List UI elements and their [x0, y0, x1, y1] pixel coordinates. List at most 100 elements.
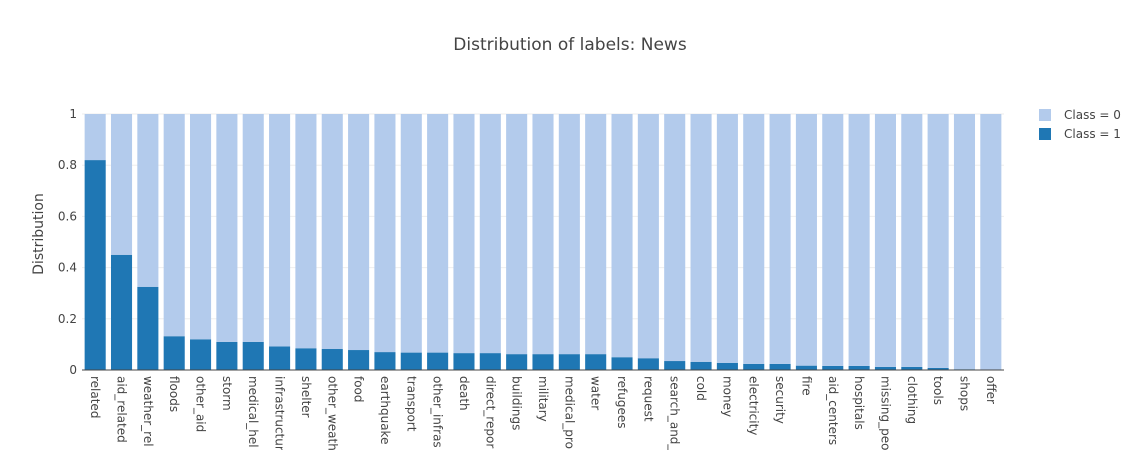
y-tick-label: 0.2: [58, 312, 77, 326]
bar-money-class-1[interactable]: [716, 362, 738, 370]
y-axis-ticks: 0 0.2 0.4 0.6 0.8 1: [58, 107, 77, 377]
bar-floods-class-0[interactable]: [163, 114, 185, 337]
bar-aid_centers-class-1[interactable]: [822, 365, 844, 370]
bar-transport-class-1[interactable]: [400, 352, 422, 370]
bar-weather_rel-class-1[interactable]: [137, 286, 159, 370]
bar-food-class-0[interactable]: [348, 114, 370, 351]
bar-medical_pro-class-0[interactable]: [558, 114, 580, 355]
bar-request-class-0[interactable]: [637, 114, 659, 359]
bar-other_weath-class-1[interactable]: [321, 349, 343, 370]
x-tick-label: clothing: [905, 376, 919, 424]
bar-other_weath-class-0[interactable]: [321, 114, 343, 350]
y-tick-label: 0.4: [58, 261, 77, 275]
bar-other_aid-class-1[interactable]: [190, 339, 212, 370]
bar-shops-class-0[interactable]: [953, 114, 976, 370]
legend: Class = 0 Class = 1: [1039, 108, 1121, 141]
y-axis-label: Distribution: [31, 193, 47, 275]
bar-fire-class-0[interactable]: [795, 114, 817, 366]
x-tick-label: other_aid: [194, 376, 208, 432]
bar-death-class-1[interactable]: [453, 353, 475, 370]
bar-other_aid-class-0[interactable]: [190, 114, 212, 340]
bar-storm-class-1[interactable]: [216, 341, 238, 370]
bar-floods-class-1[interactable]: [163, 336, 185, 370]
x-tick-label: transport: [404, 376, 418, 432]
x-tick-label: infrastructur: [273, 376, 287, 450]
bar-hospitals-class-1[interactable]: [848, 365, 870, 370]
bar-cold-class-1[interactable]: [690, 361, 712, 370]
bar-tools-class-0[interactable]: [927, 114, 949, 368]
x-tick-label: medical_pro: [562, 376, 576, 449]
bar-other_infras-class-0[interactable]: [427, 114, 449, 353]
bar-shelter-class-0[interactable]: [295, 114, 317, 349]
bar-medical_hel-class-0[interactable]: [242, 114, 264, 342]
legend-swatch-class-0[interactable]: [1039, 109, 1051, 121]
x-tick-label: related: [88, 376, 102, 418]
bar-transport-class-0[interactable]: [400, 114, 422, 353]
bar-request-class-1[interactable]: [637, 358, 659, 370]
bar-refugees-class-1[interactable]: [611, 357, 633, 370]
bar-cold-class-0[interactable]: [690, 114, 712, 362]
bar-water-class-1[interactable]: [585, 354, 607, 370]
x-tick-label: request: [641, 376, 655, 422]
bar-earthquake-class-1[interactable]: [374, 352, 396, 370]
x-tick-label: shops: [957, 376, 971, 411]
bar-aid_centers-class-0[interactable]: [822, 114, 844, 366]
bar-refugees-class-0[interactable]: [611, 114, 633, 358]
bar-security-class-1[interactable]: [769, 363, 791, 370]
bar-related-class-0[interactable]: [84, 114, 106, 161]
bar-tools-class-1[interactable]: [927, 367, 949, 370]
x-tick-label: hospitals: [852, 376, 866, 430]
bar-missing_peo-class-1[interactable]: [874, 366, 896, 370]
x-tick-label: money: [720, 376, 734, 417]
bar-clothing-class-1[interactable]: [901, 366, 923, 370]
y-tick-label: 0.8: [58, 158, 77, 172]
x-axis-ticks: related aid_related weather_rel floods other…: [88, 376, 998, 450]
bar-water-class-0[interactable]: [585, 114, 607, 355]
x-tick-label: shelter: [299, 376, 313, 418]
bar-shelter-class-1[interactable]: [295, 348, 317, 370]
bar-infrastructur-class-1[interactable]: [269, 346, 291, 370]
bar-related-class-1[interactable]: [84, 160, 106, 370]
x-tick-label: food: [352, 376, 366, 403]
bar-money-class-0[interactable]: [716, 114, 738, 363]
x-tick-label: direct_repor: [483, 376, 497, 448]
x-tick-label: cold: [694, 376, 708, 401]
x-tick-label: offer: [984, 376, 998, 404]
bar-storm-class-0[interactable]: [216, 114, 238, 342]
bar-aid_related-class-0[interactable]: [110, 114, 133, 255]
bar-missing_peo-class-0[interactable]: [874, 114, 896, 367]
bar-aid_related-class-1[interactable]: [110, 254, 133, 370]
bar-death-class-0[interactable]: [453, 114, 475, 354]
bar-fire-class-1[interactable]: [795, 365, 817, 370]
legend-swatch-class-1[interactable]: [1039, 128, 1051, 140]
legend-label-class-1[interactable]: Class = 1: [1064, 127, 1121, 141]
bar-security-class-0[interactable]: [769, 114, 791, 364]
bar-medical_pro-class-1[interactable]: [558, 354, 580, 370]
x-tick-label: aid_centers: [826, 376, 840, 445]
bar-military-class-0[interactable]: [532, 114, 554, 355]
bar-other_infras-class-1[interactable]: [427, 352, 449, 370]
y-tick-label: 0.6: [58, 209, 77, 223]
bar-clothing-class-0[interactable]: [901, 114, 923, 367]
bar-food-class-1[interactable]: [348, 350, 370, 370]
legend-label-class-0[interactable]: Class = 0: [1064, 108, 1121, 122]
bar-earthquake-class-0[interactable]: [374, 114, 396, 353]
bar-infrastructur-class-0[interactable]: [269, 114, 291, 347]
bars: [82, 114, 1004, 371]
bar-offer-class-0[interactable]: [980, 114, 1002, 370]
bar-electricity-class-1[interactable]: [743, 363, 765, 370]
bar-weather_rel-class-0[interactable]: [137, 114, 159, 287]
bar-electricity-class-0[interactable]: [743, 114, 765, 364]
x-tick-label: refugees: [615, 376, 629, 429]
bar-hospitals-class-0[interactable]: [848, 114, 870, 366]
bar-medical_hel-class-1[interactable]: [242, 341, 264, 370]
bar-buildings-class-0[interactable]: [506, 114, 528, 355]
bar-direct_repor-class-0[interactable]: [479, 114, 501, 354]
bar-search_and_-class-0[interactable]: [664, 114, 686, 362]
bar-search_and_-class-1[interactable]: [664, 361, 686, 370]
bar-military-class-1[interactable]: [532, 354, 554, 370]
bar-direct_repor-class-1[interactable]: [479, 353, 501, 370]
x-tick-label: aid_related: [115, 376, 129, 443]
bar-buildings-class-1[interactable]: [506, 354, 528, 370]
